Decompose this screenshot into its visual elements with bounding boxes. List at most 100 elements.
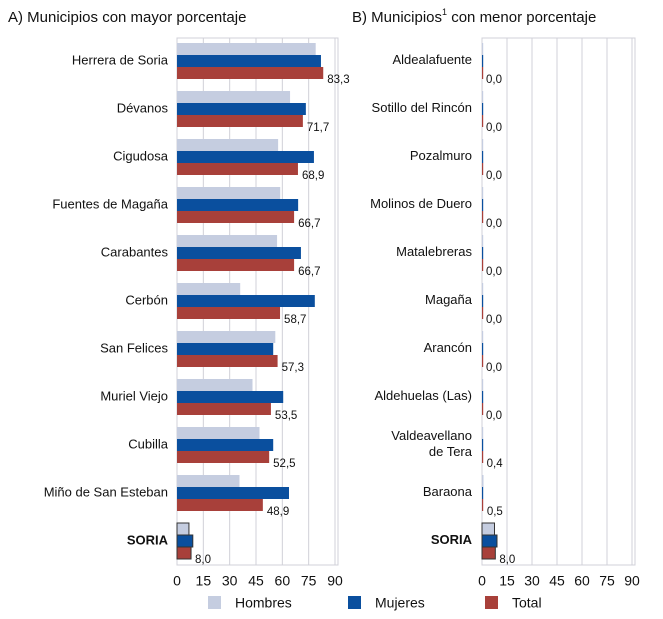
category-line: Pozalmuro (410, 148, 472, 163)
bar (177, 403, 271, 415)
category-label: Dévanos (117, 100, 169, 115)
bar (177, 103, 306, 115)
bar (177, 391, 284, 403)
category-label: Cubilla (128, 436, 169, 451)
bar (482, 187, 484, 199)
bar (482, 55, 484, 67)
title-text: con menor porcentaje (447, 9, 596, 26)
bar (177, 151, 314, 163)
category-label: SORIA (127, 532, 169, 547)
bar (177, 451, 270, 463)
legend-label: Mujeres (375, 595, 425, 611)
value-label: 68,9 (302, 170, 324, 182)
category-label: Baraona (423, 484, 473, 499)
bar (482, 355, 484, 367)
category-label: Cerbón (125, 292, 168, 307)
bar (177, 259, 295, 271)
bar (176, 534, 194, 548)
bar (482, 283, 484, 295)
value-label: 83,3 (327, 74, 349, 86)
x-tick-label: 15 (196, 573, 212, 589)
value-label: 0,0 (486, 266, 502, 278)
value-label: 53,5 (275, 410, 297, 422)
value-label: 0,0 (486, 170, 502, 182)
bar (482, 199, 484, 211)
bar (177, 487, 290, 499)
bar (481, 534, 498, 548)
bar (177, 295, 315, 307)
x-tick-label: 75 (599, 573, 615, 589)
category-label: Sotillo del Rincón (372, 100, 472, 115)
x-tick-label: 90 (327, 573, 343, 589)
category-line: de Tera (429, 444, 473, 459)
bar (177, 139, 279, 151)
category-line: Sotillo del Rincón (372, 100, 472, 115)
value-label: 71,7 (307, 122, 329, 134)
category-label: Arancón (424, 340, 472, 355)
bar (176, 522, 190, 536)
value-label: 57,3 (282, 362, 304, 374)
category-label: Fuentes de Magaña (52, 196, 168, 211)
bar (482, 67, 484, 79)
bar (177, 55, 321, 67)
bar (482, 235, 484, 247)
value-label: 0,0 (486, 362, 502, 374)
bar (176, 546, 192, 560)
category-label: SORIA (431, 532, 473, 547)
value-label: 48,9 (267, 506, 289, 518)
category-line: SORIA (431, 532, 473, 547)
value-label: 0,0 (486, 218, 502, 230)
title-superscript: 1 (442, 7, 447, 17)
bar (482, 151, 484, 163)
legend-swatch (485, 596, 498, 609)
legend-swatch (208, 596, 221, 609)
bar (177, 499, 263, 511)
value-label: 0,0 (486, 410, 502, 422)
bar (482, 247, 484, 259)
category-line: Baraona (423, 484, 473, 499)
bar (177, 427, 260, 439)
bar (482, 439, 484, 451)
x-tick-label: 45 (248, 573, 264, 589)
value-label: 0,4 (487, 458, 504, 470)
category-label: Pozalmuro (410, 148, 472, 163)
value-label: 8,0 (195, 554, 211, 566)
category-line: Magaña (425, 292, 473, 307)
bar (482, 391, 484, 403)
bar (177, 475, 240, 487)
title-text: A) Municipios con mayor porcentaje (8, 9, 246, 26)
x-tick-label: 30 (222, 573, 238, 589)
x-tick-label: 90 (624, 573, 640, 589)
bar (177, 247, 301, 259)
bar (482, 115, 484, 127)
category-label: Valdeavellano de Tera (391, 428, 472, 459)
x-tick-label: 45 (549, 573, 565, 589)
value-label: 52,5 (273, 458, 295, 470)
bar (177, 211, 295, 223)
bar (482, 163, 484, 175)
x-tick-label: 0 (478, 573, 486, 589)
value-label: 0,5 (487, 506, 503, 518)
bar (482, 499, 484, 511)
category-line: Aldehuelas (Las) (374, 388, 472, 403)
category-label: Aldehuelas (Las) (374, 388, 472, 403)
value-label: 0,0 (486, 74, 502, 86)
value-label: 58,7 (284, 314, 306, 326)
x-tick-label: 0 (173, 573, 181, 589)
bar (482, 331, 484, 343)
bar (177, 115, 303, 127)
category-label: Herrera de Soria (72, 52, 169, 67)
value-label: 66,7 (298, 218, 320, 230)
bar (482, 487, 484, 499)
value-label: 66,7 (298, 266, 320, 278)
bar (482, 451, 484, 463)
bar (177, 187, 281, 199)
bar (481, 546, 496, 560)
value-label: 0,0 (486, 122, 502, 134)
bar (177, 91, 291, 103)
bar (177, 439, 274, 451)
legend-label: Hombres (235, 595, 292, 611)
bar (482, 475, 484, 487)
category-label: Muriel Viejo (100, 388, 168, 403)
x-tick-label: 60 (275, 573, 291, 589)
